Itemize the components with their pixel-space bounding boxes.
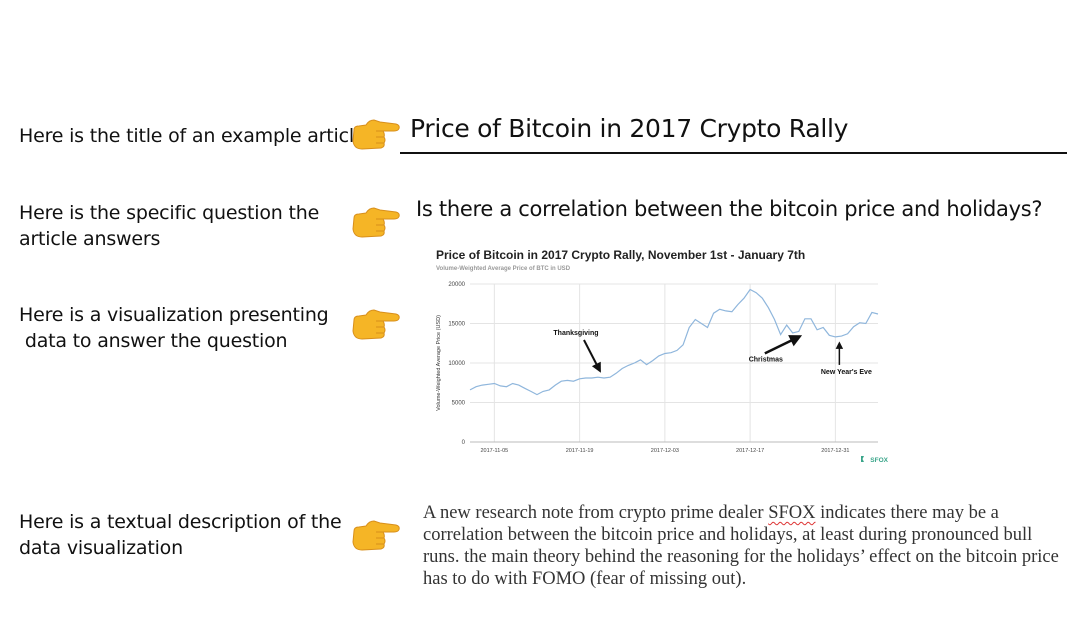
annotation-arrow: [764, 335, 803, 355]
label-question-line2: article answers: [19, 228, 161, 250]
chart-plot: 0 5000 10000 15000 20000 2017-11-05 2017-11-19…: [436, 282, 889, 464]
description-text-end: indicates there may be a correlation bet…: [423, 503, 1059, 589]
y-tick-label: 20000: [448, 282, 465, 288]
description-text-start: A new research note from crypto prime de…: [423, 503, 769, 523]
annotation-label: Thanksgiving: [553, 330, 598, 337]
label-question: Here is the specific question the articl…: [19, 200, 319, 252]
chart-subtitle: Volume-Weighted Average Price of BTC in …: [436, 266, 571, 272]
label-viz-line2: data to answer the question: [19, 330, 288, 352]
y-tick-label: 15000: [448, 322, 465, 328]
y-axis-label: Volume-Weighted Average Price (USD): [436, 315, 442, 411]
y-tick-label: 10000: [448, 361, 465, 367]
article-description: A new research note from crypto prime de…: [423, 502, 1063, 590]
article-title: Price of Bitcoin in 2017 Crypto Rally: [410, 114, 849, 143]
sfox-logo-icon: [861, 456, 864, 462]
x-tick-label: 2017-11-05: [480, 448, 508, 454]
y-tick-label: 0: [462, 440, 466, 446]
x-tick-label: 2017-12-17: [736, 448, 764, 454]
y-tick-label: 5000: [452, 401, 466, 407]
annotation-label: Christmas: [749, 356, 783, 363]
annotation-arrow: [583, 339, 601, 373]
label-title: Here is the title of an example article: [19, 123, 366, 149]
pointing-hand-icon: [352, 309, 400, 340]
x-tick-label: 2017-12-31: [821, 448, 849, 454]
x-tick-label: 2017-11-19: [566, 448, 594, 454]
label-viz-line1: Here is a visualization presenting: [19, 304, 329, 326]
label-visualization: Here is a visualization presenting data …: [19, 302, 329, 354]
label-title-text: Here is the title of an example article: [19, 125, 366, 147]
sfox-watermark: SFOX: [870, 457, 888, 464]
label-desc-line1: Here is a textual description of the: [19, 511, 342, 533]
article-question: Is there a correlation between the bitco…: [416, 197, 1043, 221]
sfox-link[interactable]: SFOX: [768, 503, 816, 523]
label-question-line1: Here is the specific question the: [19, 202, 320, 224]
annotation-label: New Year's Eve: [821, 369, 872, 376]
label-desc-line2: data visualization: [19, 537, 183, 559]
price-line: [469, 288, 879, 396]
pointing-hand-icon: [352, 520, 400, 551]
label-description: Here is a textual description of the dat…: [19, 509, 342, 561]
chart-title: Price of Bitcoin in 2017 Crypto Rally, N…: [436, 248, 806, 262]
bitcoin-price-chart: Price of Bitcoin in 2017 Crypto Rally, N…: [430, 244, 895, 469]
title-underline: [400, 152, 1067, 154]
pointing-hand-icon: [352, 119, 400, 150]
pointing-hand-icon: [352, 207, 400, 238]
x-tick-label: 2017-12-03: [651, 448, 679, 454]
